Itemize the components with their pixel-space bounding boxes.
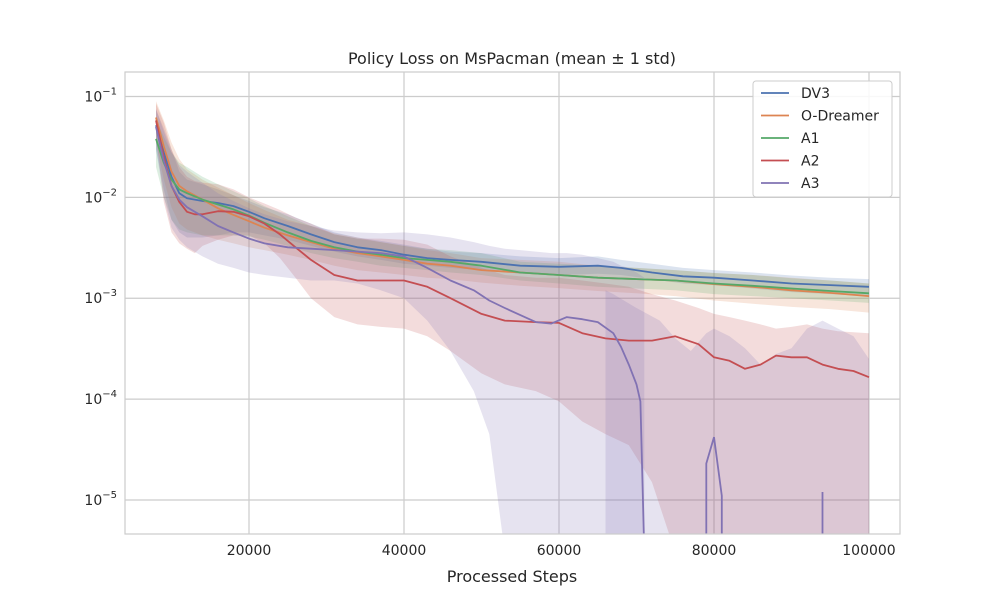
legend-label-a2: A2	[801, 154, 819, 170]
series-line-dv3	[155, 124, 870, 288]
std-band-a1	[156, 118, 869, 303]
legend-label-a1: A1	[801, 131, 819, 147]
legend-label-a3: A3	[801, 176, 819, 192]
series-lines	[155, 117, 870, 534]
x-axis-label: Processed Steps	[447, 567, 578, 586]
std-band-a2	[156, 103, 869, 534]
legend-label-o-dreamer: O-Dreamer	[801, 109, 879, 125]
x-tick-label: 80000	[692, 543, 737, 559]
y-axis-ticks: 10−1 10−2 10−3 10−4 10−5	[84, 87, 117, 509]
x-tick-label: 20000	[227, 543, 272, 559]
chart-title: Policy Loss on MsPacman (mean ± 1 std)	[348, 49, 676, 68]
series-line-a3-spike	[705, 436, 723, 534]
x-axis-ticks: 20000 40000 60000 80000 100000	[227, 543, 896, 559]
std-band-a3-extra	[605, 290, 869, 534]
y-tick-label: 10−1	[84, 87, 117, 106]
legend-box	[752, 80, 893, 198]
x-tick-label: 60000	[537, 543, 582, 559]
x-tick-label: 40000	[382, 543, 427, 559]
series-line-a3	[155, 126, 645, 534]
legend: DV3 O-Dreamer A1 A2 A3	[752, 80, 893, 198]
y-tick-label: 10−2	[84, 187, 117, 206]
series-line-a2	[155, 120, 870, 379]
legend-label-dv3: DV3	[801, 86, 830, 102]
y-tick-label: 10−5	[84, 490, 117, 509]
y-tick-label: 10−3	[84, 288, 117, 307]
y-tick-label: 10−4	[84, 389, 117, 408]
std-band-o-dreamer	[156, 101, 869, 313]
series-line-a1	[155, 138, 870, 295]
plot-frame	[124, 71, 901, 535]
std-band-a3	[156, 109, 645, 534]
x-tick-label: 100000	[842, 543, 895, 559]
